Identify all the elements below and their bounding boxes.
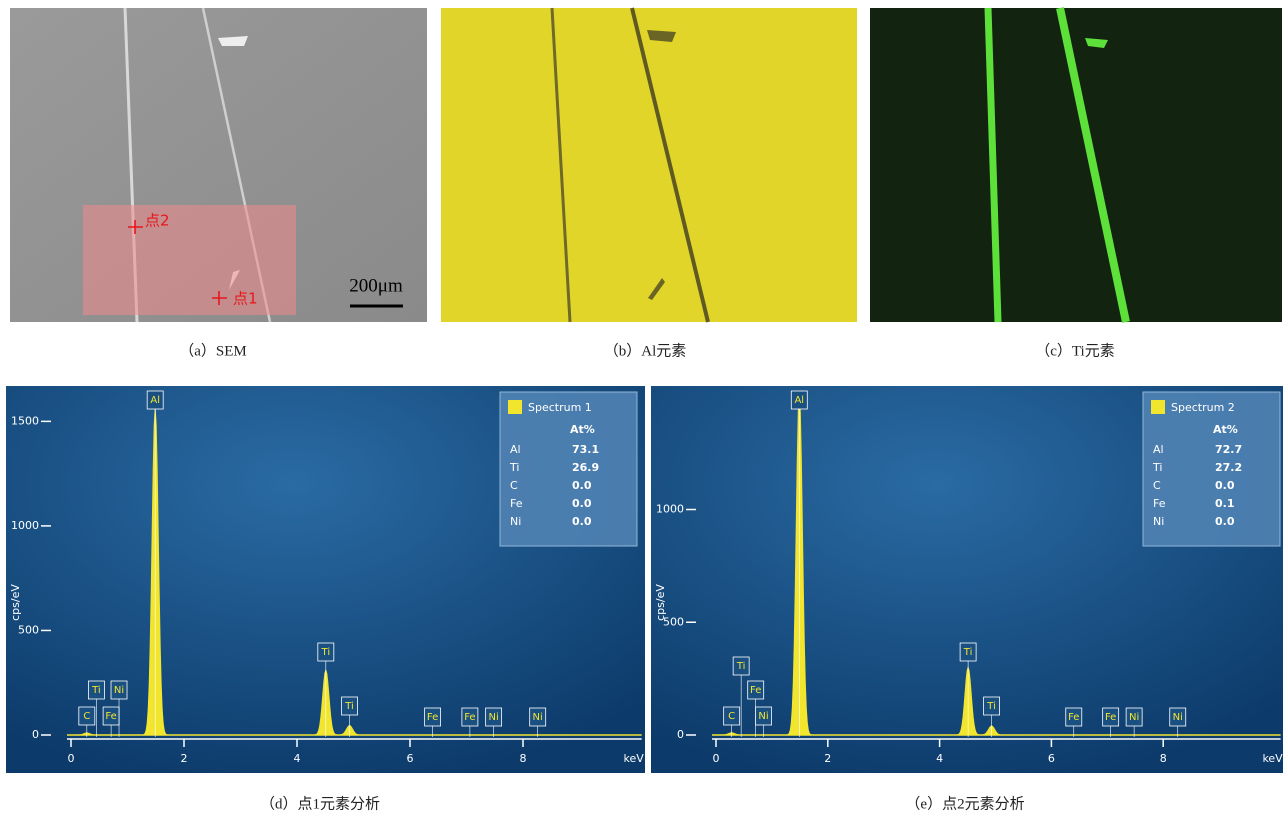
legend-value: 27.2 [1215, 461, 1242, 474]
peak-label: Ni [1173, 712, 1183, 723]
legend-value: 0.0 [1215, 515, 1235, 528]
legend-value: 0.0 [572, 497, 592, 510]
y-tick-label: 1000 [11, 519, 39, 532]
x-tick-label: 4 [294, 752, 301, 765]
legend-swatch [508, 400, 522, 414]
caption: （c）Ti元素 [1035, 342, 1114, 359]
legend-value: 0.0 [572, 479, 592, 492]
peak-label: Ti [963, 647, 973, 658]
legend-element: Ti [1152, 461, 1162, 474]
y-axis-label: cps/eV [654, 584, 667, 621]
peak-label: C [83, 711, 90, 722]
x-tick-label: 0 [68, 752, 75, 765]
legend-value: 73.1 [572, 443, 599, 456]
x-tick-label: 2 [824, 752, 831, 765]
x-tick-label: 4 [936, 752, 943, 765]
peak-label: Ti [91, 685, 101, 696]
legend-element: Fe [1153, 497, 1166, 510]
peak-label: Ni [758, 711, 768, 722]
y-tick-label: 500 [18, 623, 39, 636]
peak-label: Fe [464, 712, 475, 723]
peak-label: Ti [321, 647, 331, 658]
peak-label: Fe [1105, 712, 1116, 723]
legend-value: 0.0 [572, 515, 592, 528]
legend-value: 26.9 [572, 461, 599, 474]
peak-label: C [728, 711, 735, 722]
al-map [441, 8, 857, 322]
x-tick-label: 0 [713, 752, 720, 765]
caption: （d）点1元素分析 [260, 795, 380, 812]
legend-element: Al [1153, 443, 1164, 456]
x-tick-label: 2 [181, 752, 188, 765]
legend-element: C [510, 479, 518, 492]
peak-label: Ti [736, 661, 746, 672]
ti-map [870, 8, 1282, 322]
caption: （e）点2元素分析 [905, 795, 1024, 812]
x-tick-label: 8 [520, 752, 527, 765]
peak-label: Fe [105, 711, 116, 722]
legend-header: At% [570, 423, 595, 436]
y-axis-label: cps/eV [9, 584, 22, 621]
x-tick-label: 8 [1160, 752, 1167, 765]
peak-label: Fe [427, 712, 438, 723]
point-label: 点2 [145, 212, 170, 230]
peak-label: Al [150, 395, 160, 406]
x-tick-label: 6 [1048, 752, 1055, 765]
peak-label: Ni [114, 685, 124, 696]
peak-label: Ni [1129, 712, 1139, 723]
y-tick-label: 0 [32, 728, 39, 741]
y-tick-label: 0 [677, 728, 684, 741]
legend-element: Ni [1153, 515, 1164, 528]
point-label: 点1 [233, 290, 258, 308]
legend-title: Spectrum 2 [1171, 401, 1235, 414]
legend-element: Al [510, 443, 521, 456]
x-tick-label: 6 [407, 752, 414, 765]
caption: （b）Al元素 [604, 342, 687, 359]
legend-element: Ni [510, 515, 521, 528]
peak-label: Ti [986, 701, 996, 712]
legend-title: Spectrum 1 [528, 401, 592, 414]
peak-label: Ni [533, 712, 543, 723]
legend-value: 72.7 [1215, 443, 1242, 456]
legend-swatch [1151, 400, 1165, 414]
legend-element: Fe [510, 497, 523, 510]
page: {"panels": [ {"caption": "（a）SEM", "anno… [0, 0, 1286, 819]
caption: （a）SEM [179, 342, 247, 359]
peak-label: Fe [1068, 712, 1079, 723]
peak-label: Al [794, 395, 804, 406]
figure: 点2 点1 200μm （a）SEM （b）Al元素 （c）Ti元素 0 2 4 6 8… [0, 0, 1286, 819]
legend-value: 0.0 [1215, 479, 1235, 492]
legend-header: At% [1213, 423, 1238, 436]
x-axis-label: keV [624, 752, 645, 765]
legend-element: C [1153, 479, 1161, 492]
peak-label: Fe [750, 685, 761, 696]
legend-element: Ti [509, 461, 519, 474]
y-tick-label: 1000 [656, 503, 684, 516]
peak-label: Ti [344, 701, 354, 712]
scale-bar-label: 200μm [349, 275, 403, 296]
x-axis-label: keV [1262, 752, 1283, 765]
peak-label: Ni [488, 712, 498, 723]
legend-value: 0.1 [1215, 497, 1235, 510]
y-tick-label: 1500 [11, 414, 39, 427]
